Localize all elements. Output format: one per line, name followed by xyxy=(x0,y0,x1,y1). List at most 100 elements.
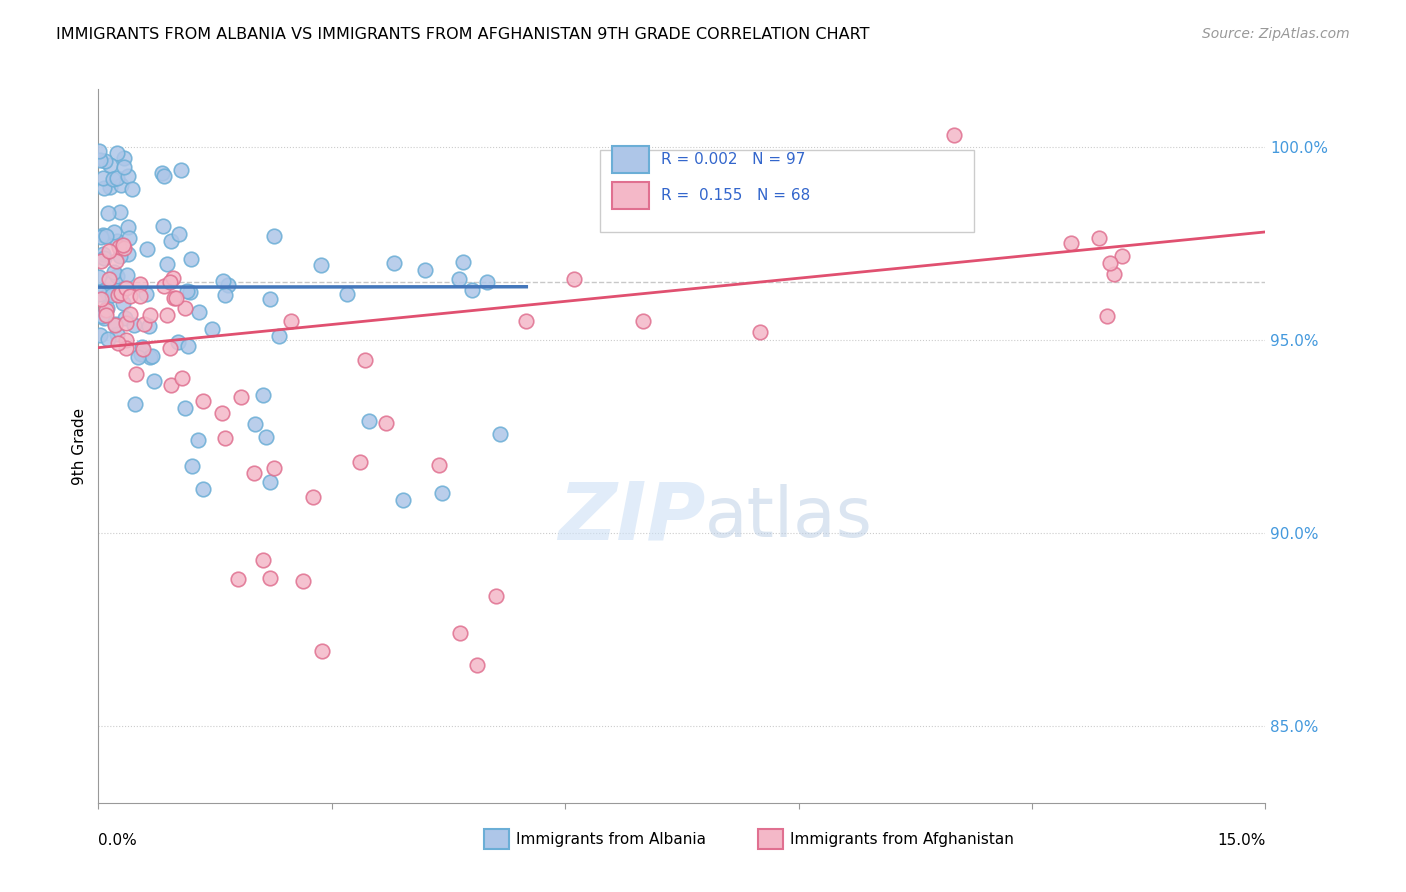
Point xyxy=(193,482,215,496)
Point xyxy=(135,287,157,301)
Point xyxy=(89,327,111,342)
Point xyxy=(174,401,197,415)
Point xyxy=(243,417,266,432)
Point xyxy=(160,378,183,392)
Point xyxy=(165,291,187,305)
Point xyxy=(631,313,654,327)
Point xyxy=(115,268,138,282)
Text: Source: ZipAtlas.com: Source: ZipAtlas.com xyxy=(1202,27,1350,41)
Point xyxy=(451,254,474,268)
Point xyxy=(93,251,115,265)
Point xyxy=(107,146,129,161)
Point xyxy=(163,291,186,305)
Point xyxy=(138,318,160,333)
Text: Immigrants from Afghanistan: Immigrants from Afghanistan xyxy=(790,831,1014,847)
Point xyxy=(267,329,290,343)
Point xyxy=(97,332,120,346)
Point xyxy=(485,589,508,603)
Point xyxy=(392,492,415,507)
Point xyxy=(170,163,193,178)
Point xyxy=(152,169,174,183)
Point xyxy=(212,274,235,288)
Point xyxy=(211,406,233,420)
Point xyxy=(150,166,173,180)
Point xyxy=(562,272,585,286)
Point xyxy=(108,249,131,263)
Point xyxy=(259,475,281,489)
Point xyxy=(254,430,277,444)
Point xyxy=(115,341,138,355)
Point xyxy=(177,339,200,353)
Y-axis label: 9th Grade: 9th Grade xyxy=(72,408,87,484)
Point xyxy=(115,281,138,295)
Point xyxy=(142,374,165,388)
Point xyxy=(375,416,398,430)
Point xyxy=(122,318,145,332)
Point xyxy=(90,292,112,306)
Point xyxy=(117,247,139,261)
Point xyxy=(770,183,793,197)
Point xyxy=(110,286,132,301)
Point xyxy=(226,572,249,586)
Point xyxy=(94,283,117,297)
Point xyxy=(131,340,153,354)
Point xyxy=(156,257,179,271)
Point xyxy=(112,241,135,255)
Point xyxy=(176,284,198,298)
Point xyxy=(259,292,281,306)
Point xyxy=(477,275,499,289)
Point xyxy=(107,336,129,351)
Point xyxy=(382,256,405,270)
Point xyxy=(121,182,143,196)
Point xyxy=(263,460,285,475)
Point xyxy=(357,414,380,428)
Point xyxy=(96,301,118,315)
Point xyxy=(128,289,150,303)
Point xyxy=(93,153,115,168)
Text: R = 0.002   N = 97: R = 0.002 N = 97 xyxy=(661,153,806,168)
Point xyxy=(112,161,135,175)
Point xyxy=(152,278,174,293)
Point xyxy=(127,351,149,365)
Point xyxy=(112,151,135,165)
Point xyxy=(90,253,112,268)
Point xyxy=(89,153,111,168)
FancyBboxPatch shape xyxy=(758,830,783,849)
Text: R =  0.155   N = 68: R = 0.155 N = 68 xyxy=(661,188,810,203)
Point xyxy=(302,490,325,504)
Point xyxy=(105,326,128,341)
Point xyxy=(159,234,181,248)
Point xyxy=(252,553,274,567)
Point xyxy=(229,390,252,404)
Point xyxy=(105,234,128,248)
Point xyxy=(1102,267,1125,281)
Point xyxy=(449,272,471,286)
Point xyxy=(87,269,110,284)
Point xyxy=(413,263,436,277)
Point xyxy=(449,626,471,640)
Point xyxy=(90,230,112,244)
Point xyxy=(115,316,138,330)
Point xyxy=(98,158,121,172)
Point xyxy=(1095,309,1118,323)
Point xyxy=(193,394,215,409)
Point xyxy=(187,434,209,448)
FancyBboxPatch shape xyxy=(600,150,973,232)
Point xyxy=(98,180,121,194)
Point xyxy=(91,309,114,323)
Point xyxy=(134,317,156,331)
Point xyxy=(115,333,138,347)
Point xyxy=(128,277,150,291)
Point xyxy=(103,265,125,279)
Point xyxy=(181,459,204,474)
Point xyxy=(93,310,115,325)
Point xyxy=(132,343,155,357)
Point xyxy=(179,285,201,300)
Point xyxy=(91,247,114,261)
Point xyxy=(309,258,332,272)
Point xyxy=(136,242,159,256)
Text: Immigrants from Albania: Immigrants from Albania xyxy=(516,831,706,847)
Point xyxy=(159,275,181,289)
Text: ZIP: ZIP xyxy=(558,478,706,557)
Point xyxy=(461,283,484,297)
